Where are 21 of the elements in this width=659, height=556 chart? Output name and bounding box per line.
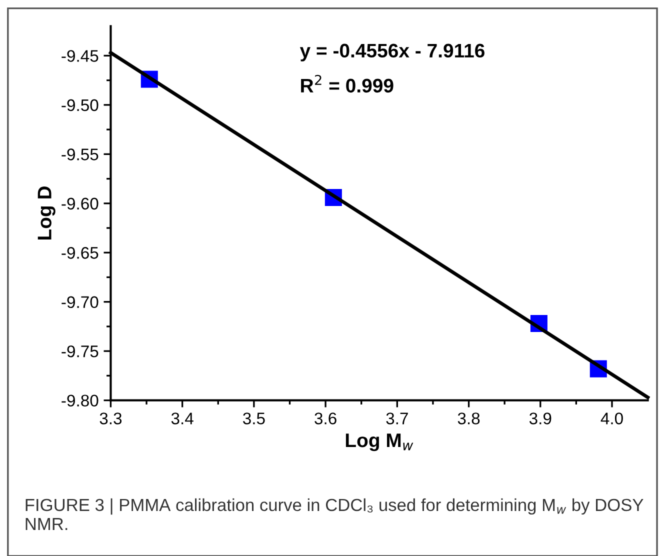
x-tick-label: 3.4 <box>171 412 194 424</box>
x-tick-label: 4.0 <box>600 412 623 424</box>
x-tick-label: 3.7 <box>386 412 408 424</box>
y-tick-label: -9.55 <box>62 148 98 160</box>
y-tick-label: -9.45 <box>62 50 98 62</box>
y-tick-label: -9.80 <box>62 394 98 407</box>
x-tick-label: 3.8 <box>458 412 480 424</box>
x-axis-title: Log M$_{w}$ <box>346 434 414 452</box>
x-tick-label: 3.3 <box>100 412 122 424</box>
y-tick-label: -9.65 <box>62 247 98 259</box>
x-tick-label: 3.9 <box>529 412 552 424</box>
x-tick-label: 3.5 <box>242 412 265 424</box>
text: FIGURE 3 | PMMA calibration curve in CDCl₃ used for determining M$_{w}$ by DOSY NMR. <box>26 498 644 530</box>
y-tick-label: -9.70 <box>62 296 98 308</box>
x-tick-label: 3.6 <box>314 412 336 424</box>
annotation: y = -0.4556x - 7.9116 <box>300 44 484 62</box>
y-axis-title: Log D <box>38 186 56 240</box>
y-tick-label: -9.60 <box>62 198 98 210</box>
y-tick-label: -9.50 <box>62 99 98 112</box>
y-tick-label: -9.75 <box>62 345 98 358</box>
annotation: R$^{2}$ = 0.999 <box>301 74 394 93</box>
